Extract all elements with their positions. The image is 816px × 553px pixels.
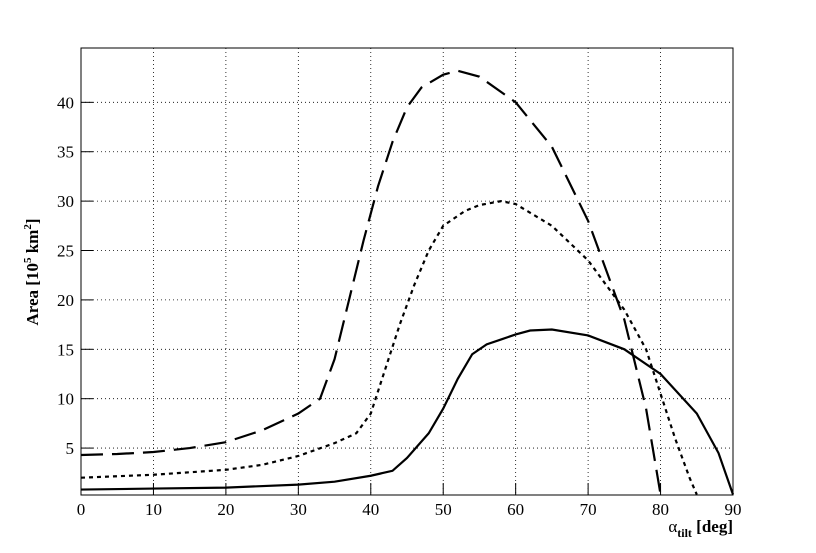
y-axis-label-part: km	[23, 230, 42, 258]
x-axis-label-part: tilt	[677, 526, 692, 540]
x-tick-label: 40	[362, 500, 379, 519]
y-axis-label-part: Area [10	[23, 263, 42, 325]
y-axis-label-part: 5	[22, 257, 34, 263]
x-tick-label: 60	[507, 500, 524, 519]
x-tick-label: 30	[290, 500, 307, 519]
x-tick-label: 70	[580, 500, 597, 519]
x-axis-label: αtilt [deg]	[668, 517, 733, 540]
series-line	[80, 199, 698, 495]
x-tick-label: 20	[217, 500, 234, 519]
x-axis-label-part: α	[668, 517, 677, 536]
y-axis-label-part: 2	[22, 224, 34, 230]
x-tick-label: 80	[652, 500, 669, 519]
y-axis-label: Area [105 km2]	[22, 218, 42, 325]
y-axis-label-part: ]	[23, 218, 42, 224]
series-line	[80, 328, 735, 495]
y-tick-label: 40	[57, 93, 74, 112]
x-tick-label: 50	[435, 500, 452, 519]
y-tick-label: 35	[57, 143, 74, 162]
y-tick-label: 30	[57, 192, 74, 211]
y-tick-label: 15	[57, 340, 74, 359]
x-tick-label: 10	[145, 500, 162, 519]
x-tick-label: 90	[725, 500, 742, 519]
y-tick-label: 5	[66, 439, 75, 458]
series-line	[80, 69, 662, 495]
x-axis-label-part: [deg]	[692, 517, 733, 536]
plot-frame	[80, 47, 734, 496]
y-tick-label: 10	[57, 390, 74, 409]
y-tick-label: 25	[57, 242, 74, 261]
y-tick-label: 20	[57, 291, 74, 310]
x-tick-label: 0	[77, 500, 86, 519]
